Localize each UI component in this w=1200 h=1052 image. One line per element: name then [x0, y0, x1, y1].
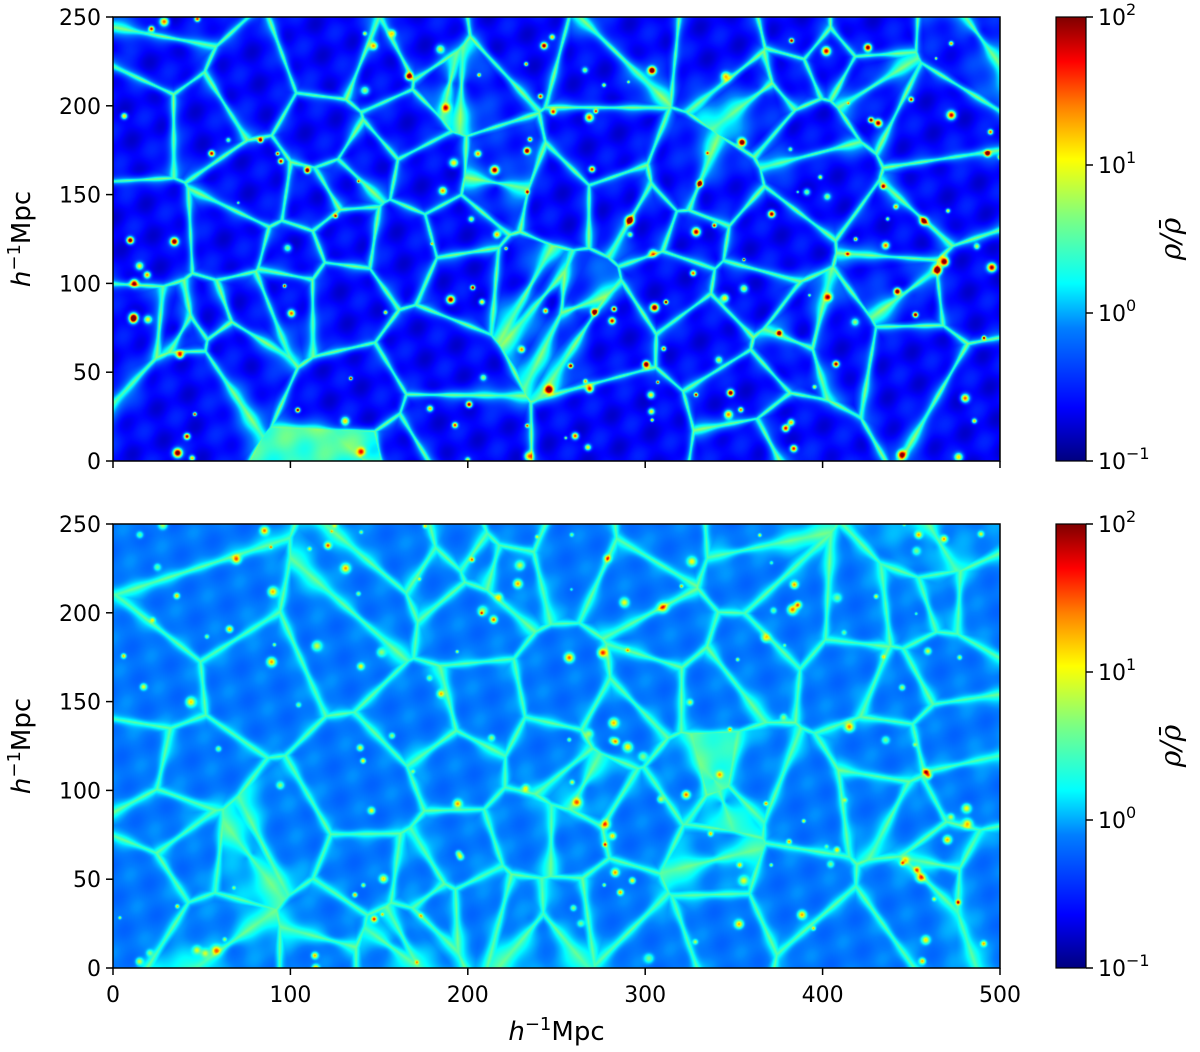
top-colorbar-label: ρ/ρ̄ — [1154, 217, 1187, 261]
y-axis-label-exp: −1 — [4, 751, 25, 778]
colorbar-tick-base: 10 — [1098, 957, 1126, 982]
y-tick-label: 100 — [59, 272, 101, 297]
top-panel: 0 50 100 150 200 250 h−1Mpc — [4, 6, 1001, 475]
colorbar-tick-label: 101 — [1098, 148, 1136, 179]
y-axis-label-var: h — [7, 778, 37, 794]
colorbar-tick-base: 10 — [1098, 302, 1126, 327]
bottom-colorbar-frame — [1055, 523, 1087, 969]
x-tick-label: 0 — [106, 983, 120, 1008]
colorbar-tick-base: 10 — [1098, 6, 1126, 31]
y-tick-label: 50 — [73, 868, 101, 893]
y-axis-label-text: h−1Mpc — [4, 191, 37, 287]
top-colorbar-gradient — [1056, 17, 1086, 461]
y-tick-label: 0 — [87, 957, 101, 982]
bottom-y-axis-label: h−1Mpc — [4, 698, 37, 794]
x-tick-label: 100 — [269, 983, 311, 1008]
y-tick-label: 150 — [59, 184, 101, 209]
colorbar-tick-base: 10 — [1098, 450, 1126, 475]
colorbar-tick-exp: 0 — [1126, 296, 1136, 315]
colorbar-tick-base: 10 — [1098, 809, 1126, 834]
y-tick-label: 0 — [87, 450, 101, 475]
bottom-x-axis-label: h−1Mpc — [508, 1014, 604, 1047]
y-axis-label-unit: Mpc — [7, 698, 37, 751]
x-tick-label: 400 — [802, 983, 844, 1008]
colorbar-tick-exp: 0 — [1126, 803, 1136, 822]
y-tick-label: 200 — [59, 95, 101, 120]
x-axis-label-unit: Mpc — [551, 1017, 604, 1047]
y-axis-label-unit: Mpc — [7, 191, 37, 244]
colorbar-tick-exp: 1 — [1126, 148, 1136, 167]
y-axis-label-text: h−1Mpc — [4, 698, 37, 794]
y-axis-label-exp: −1 — [4, 244, 25, 271]
y-tick-label: 250 — [59, 513, 101, 538]
colorbar-tick-label: 101 — [1098, 655, 1136, 686]
colorbar-tick-exp: −1 — [1126, 951, 1150, 970]
colorbar-tick-exp: 1 — [1126, 655, 1136, 674]
x-tick-label: 500 — [979, 983, 1021, 1008]
top-y-axis-label: h−1Mpc — [4, 191, 37, 287]
x-axis-label-exp: −1 — [525, 1014, 552, 1035]
top-plot-frame — [112, 16, 1001, 462]
colorbar-tick-label: 10−1 — [1098, 951, 1150, 982]
y-tick-label: 100 — [59, 779, 101, 804]
x-axis-label-var: h — [508, 1017, 524, 1047]
x-tick-label: 300 — [624, 983, 666, 1008]
colorbar-tick-label: 102 — [1098, 0, 1136, 31]
colorbar-label-text: ρ/ρ̄ — [1154, 217, 1187, 261]
y-tick-label: 200 — [59, 602, 101, 627]
bottom-heatmap-image — [113, 524, 1000, 968]
colorbar-tick-exp: 2 — [1126, 507, 1136, 526]
x-axis-label-text: h−1Mpc — [508, 1014, 604, 1047]
colorbar-tick-base: 10 — [1098, 513, 1126, 538]
y-tick-label: 150 — [59, 691, 101, 716]
y-tick-label: 50 — [73, 361, 101, 386]
colorbar-tick-label: 100 — [1098, 296, 1136, 327]
colorbar-tick-label: 102 — [1098, 507, 1136, 538]
colorbar-tick-exp: 2 — [1126, 0, 1136, 19]
colorbar-tick-exp: −1 — [1126, 444, 1150, 463]
colorbar-tick-label: 10−1 — [1098, 444, 1150, 475]
y-axis-label-var: h — [7, 271, 37, 287]
bottom-ticks: 0 100 200 300 400 500 0 50 100 150 200 250 — [59, 513, 1021, 1008]
bottom-colorbar-gradient — [1056, 524, 1086, 968]
top-ticks: 0 50 100 150 200 250 — [59, 6, 1001, 475]
x-tick-label: 200 — [447, 983, 489, 1008]
colorbar-tick-label: 100 — [1098, 803, 1136, 834]
top-colorbar-frame — [1055, 16, 1087, 462]
y-tick-label: 250 — [59, 6, 101, 31]
bottom-colorbar-label: ρ/ρ̄ — [1154, 724, 1187, 768]
colorbar-label-text: ρ/ρ̄ — [1154, 724, 1187, 768]
colorbar-tick-base: 10 — [1098, 154, 1126, 179]
top-heatmap-image — [113, 17, 1000, 461]
colorbar-tick-base: 10 — [1098, 661, 1126, 686]
bottom-plot-frame — [112, 523, 1001, 969]
